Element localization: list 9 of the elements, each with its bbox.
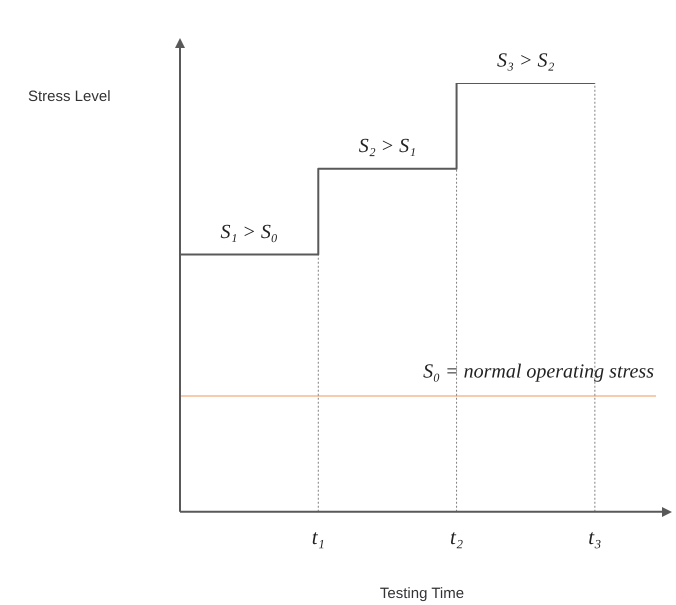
x-tick-label: t₁ [312, 524, 325, 549]
ref-line-label: S₀ = normal operating stress [423, 360, 654, 382]
y-axis-title: Stress Level [28, 88, 111, 105]
annotation: S₁ > S₀ [220, 220, 278, 243]
x-axis-title: Testing Time [380, 585, 464, 602]
x-tick-label: t₂ [450, 524, 464, 549]
annotation: S₃ > S₂ [497, 49, 554, 72]
annotation: S₂ > S₁ [358, 135, 416, 158]
x-tick-label: t₃ [588, 524, 602, 549]
